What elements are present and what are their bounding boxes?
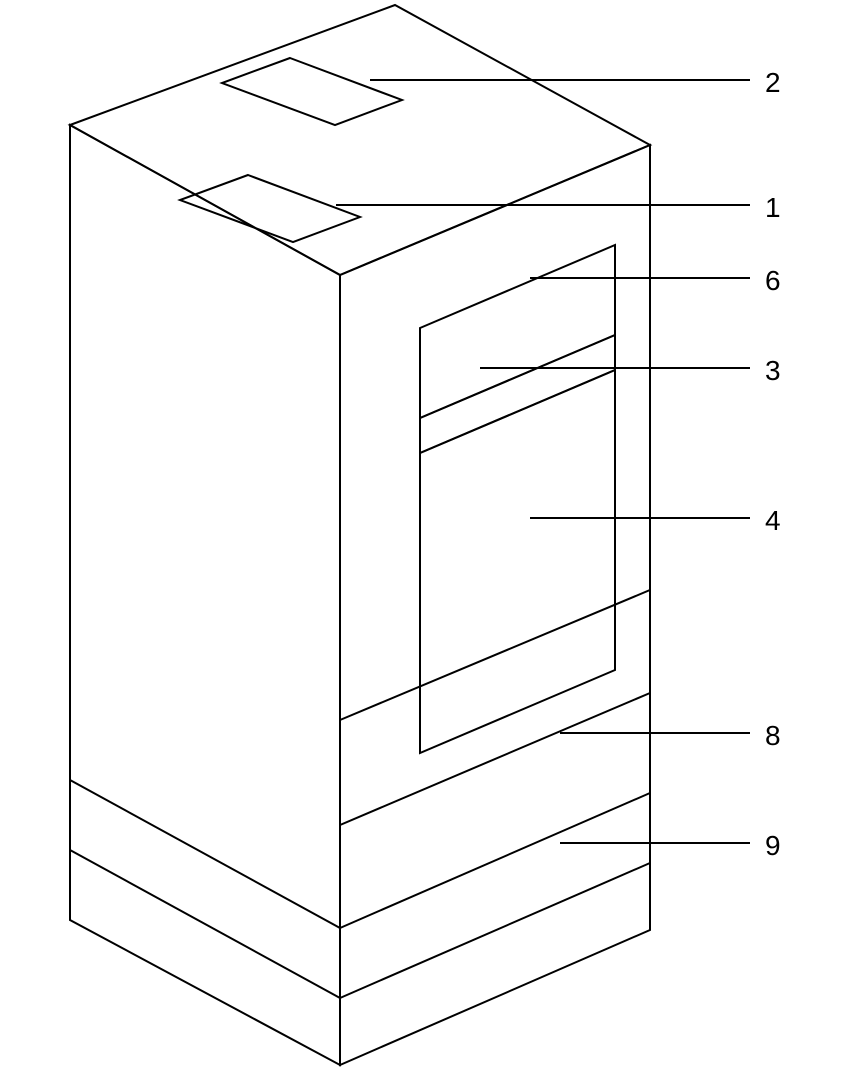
right-panel-6 — [420, 245, 615, 418]
label-9: 9 — [765, 830, 781, 862]
right-band-8 — [340, 590, 650, 825]
label-1: 2 — [765, 67, 781, 99]
right-panel-4 — [420, 370, 615, 753]
left-band-line-2 — [70, 850, 340, 998]
right-band-line-1 — [340, 793, 650, 928]
left-band-line-1 — [70, 780, 340, 928]
diagram-svg — [0, 0, 856, 1072]
right-band-line-2 — [340, 863, 650, 998]
label-6: 6 — [765, 265, 781, 297]
top-rect-2 — [222, 58, 402, 125]
label-2: 1 — [765, 192, 781, 224]
label-4: 4 — [765, 505, 781, 537]
top-face — [70, 5, 650, 275]
top-rect-1 — [180, 175, 360, 242]
label-3: 3 — [765, 355, 781, 387]
right-panel-3 — [420, 335, 615, 453]
right-face — [340, 145, 650, 1065]
label-8: 8 — [765, 720, 781, 752]
